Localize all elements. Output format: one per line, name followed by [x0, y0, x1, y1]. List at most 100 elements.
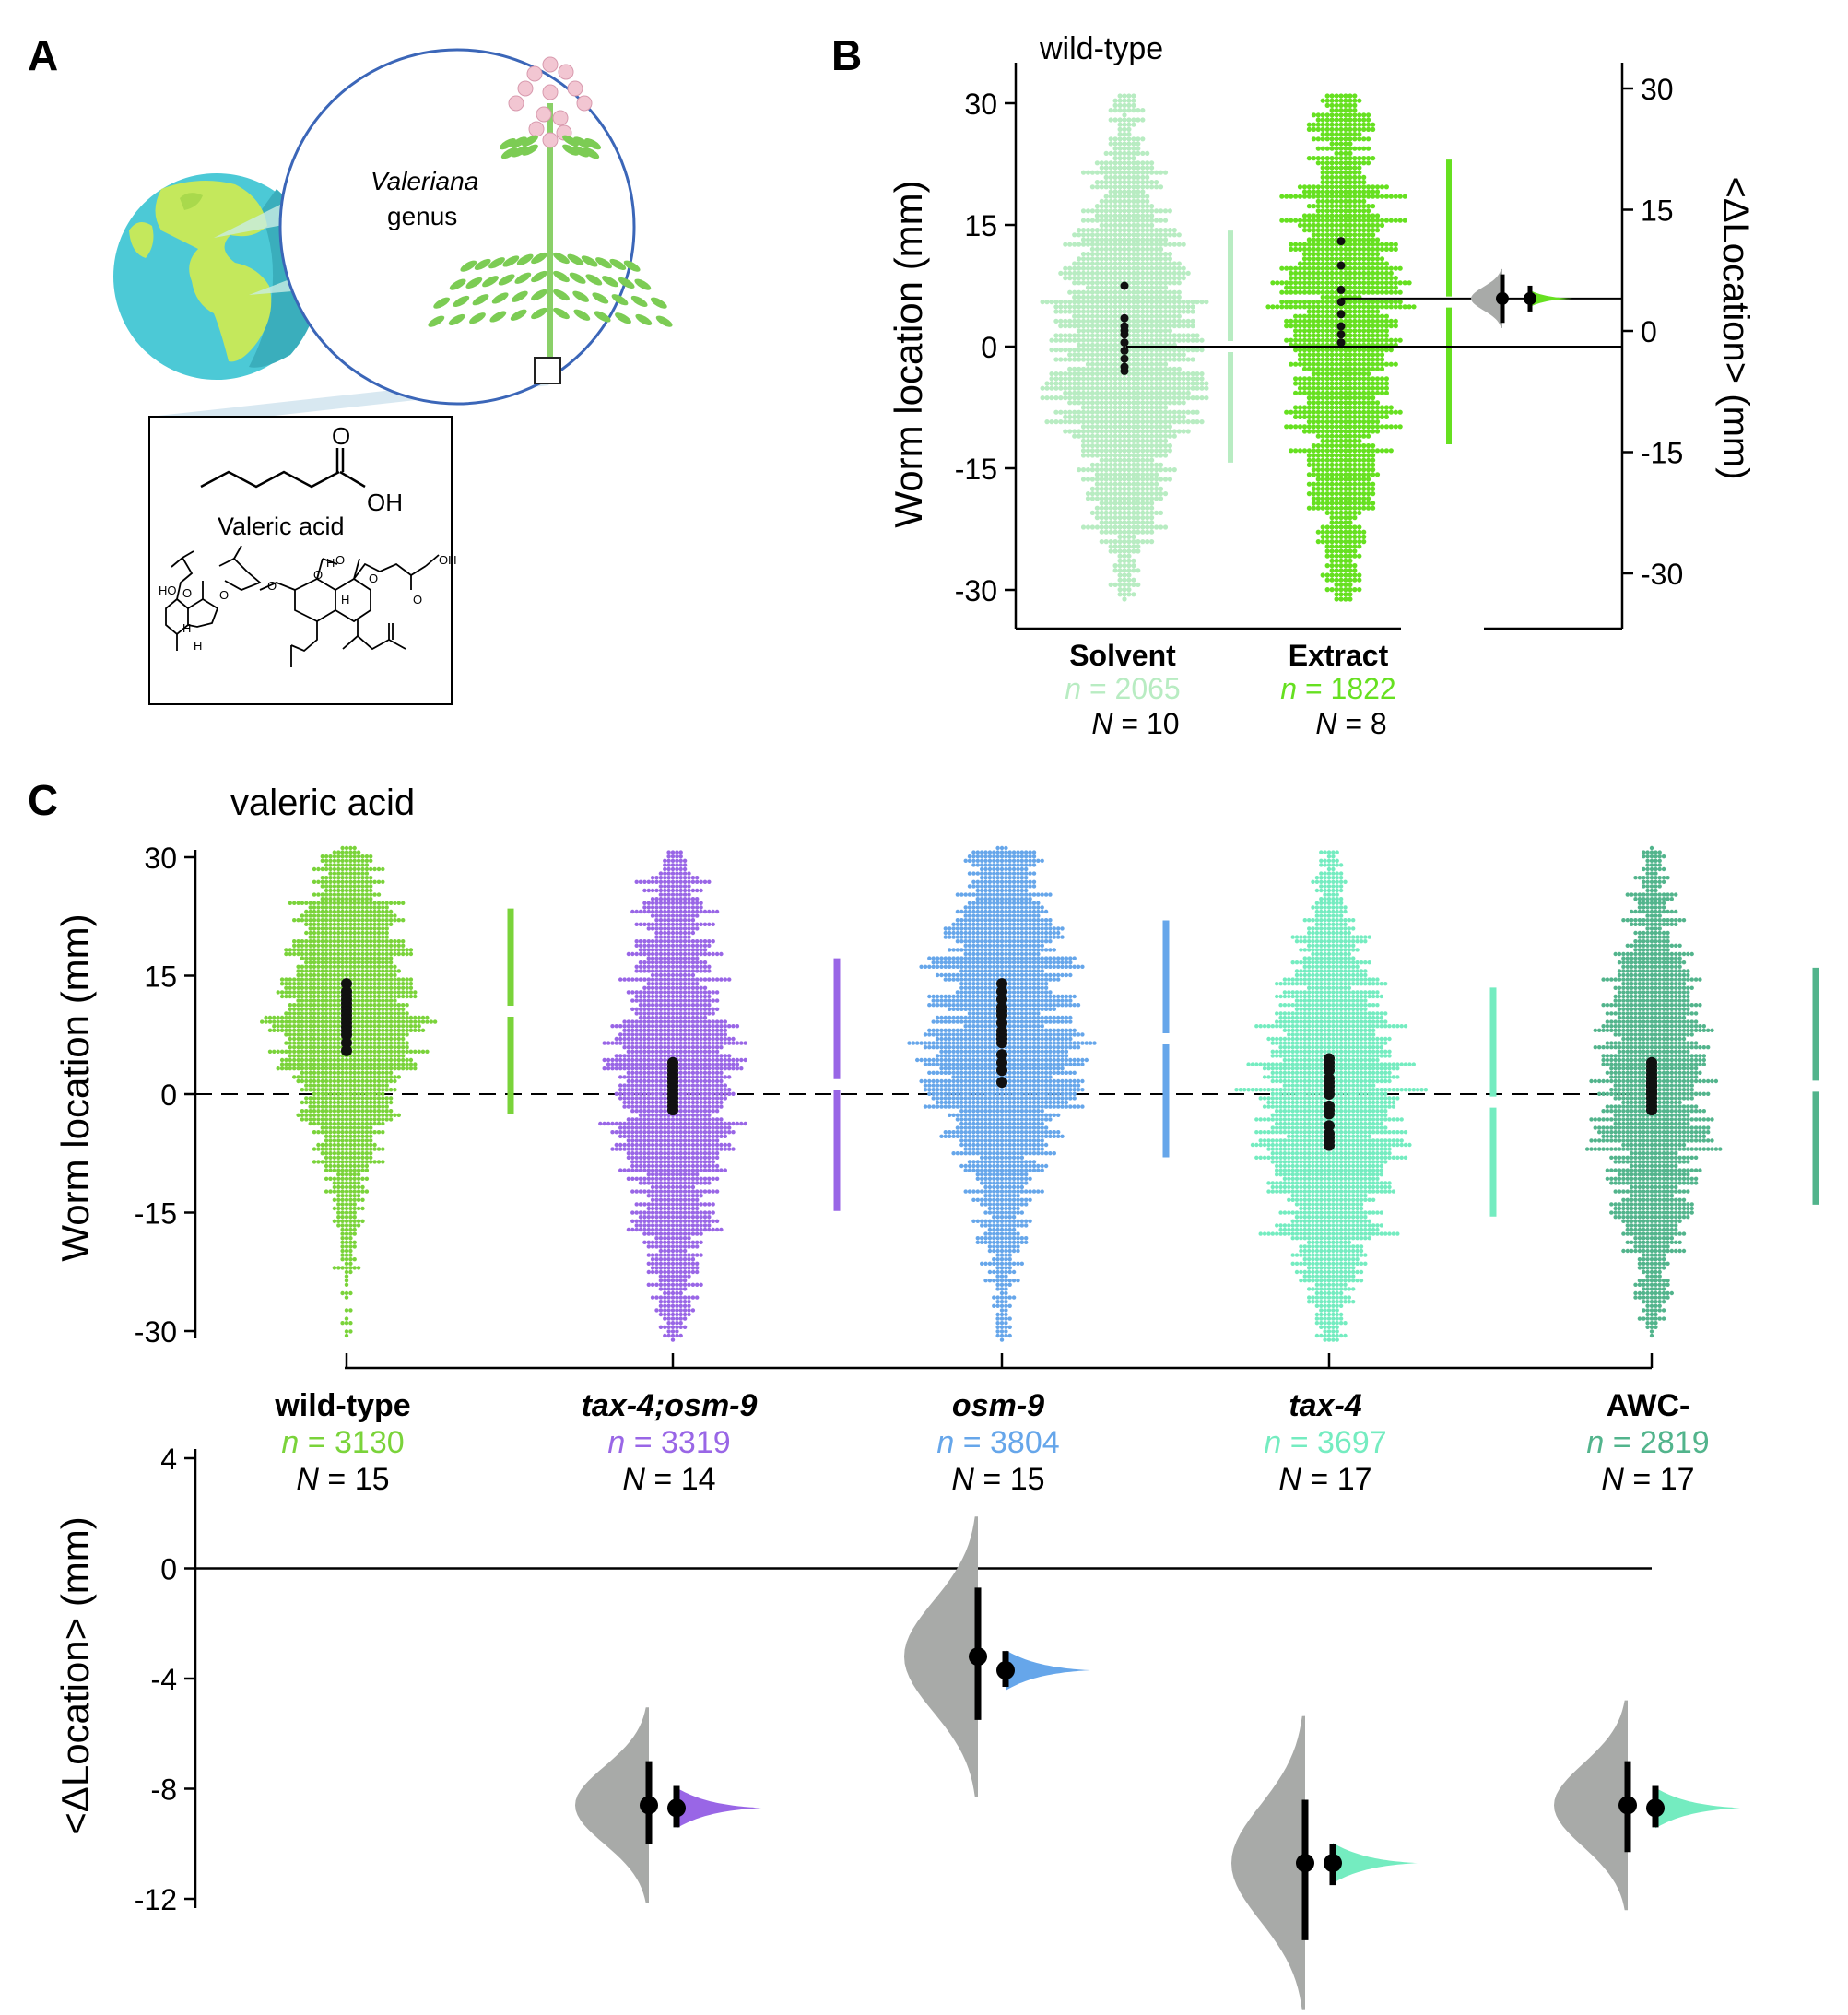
swarm-point	[1343, 491, 1348, 497]
swarm-point	[1162, 424, 1169, 430]
swarm-point	[1126, 309, 1132, 314]
swarm-point	[1072, 395, 1077, 401]
swarm-point	[1058, 395, 1064, 401]
swarm-point	[1145, 496, 1150, 501]
swarm-point	[1315, 252, 1321, 257]
swarm-point	[1352, 395, 1358, 401]
swarm-point	[348, 1160, 353, 1164]
swarm-point	[1103, 472, 1109, 477]
swarm-point	[1338, 539, 1344, 545]
swarm-point	[344, 1091, 349, 1097]
swarm-point	[1089, 414, 1095, 419]
swarm-point	[1374, 366, 1381, 371]
swarm-point	[1329, 453, 1335, 458]
swarm-point	[1145, 429, 1150, 434]
swarm-point	[1379, 242, 1385, 247]
swarm-point	[328, 1075, 333, 1079]
swarm-point	[372, 1019, 377, 1024]
swarm-point	[1154, 313, 1159, 319]
swarm-point	[1284, 300, 1289, 305]
swarm-point	[348, 1184, 353, 1190]
swarm-point	[352, 935, 357, 939]
swarm-point	[1072, 390, 1077, 395]
swarm-point	[1131, 280, 1136, 286]
swarm-point	[1131, 333, 1136, 338]
swarm-point	[1089, 270, 1095, 276]
plant-leaflet	[474, 258, 491, 271]
swarm-point	[369, 969, 373, 973]
swarm-point	[1366, 242, 1371, 247]
swarm-point	[1167, 477, 1172, 482]
swarm-point	[1284, 324, 1289, 329]
swarm-point	[1311, 309, 1316, 314]
swarm-point	[1154, 276, 1159, 281]
swarm-point	[1080, 313, 1087, 319]
swarm-point	[1158, 333, 1164, 338]
swarm-point	[1315, 313, 1321, 319]
swarm-point	[1297, 328, 1303, 334]
swarm-point	[1136, 376, 1141, 382]
swarm-point	[1122, 160, 1127, 166]
swarm-point	[352, 1163, 357, 1169]
swarm-point	[1112, 448, 1118, 454]
swarm-point	[1112, 348, 1118, 353]
swarm-point	[1352, 289, 1358, 295]
swarm-point	[332, 943, 337, 948]
swarm-point	[364, 985, 370, 991]
swarm-point	[1306, 366, 1312, 371]
swarm-point	[1324, 390, 1330, 395]
swarm-point	[1122, 270, 1127, 276]
swarm-point	[352, 876, 357, 880]
swarm-point	[320, 1045, 324, 1050]
swarm-point	[1329, 222, 1335, 228]
swarm-point	[360, 1091, 365, 1097]
swarm-point	[1122, 553, 1127, 559]
swarm-point	[1324, 501, 1330, 506]
swarm-point	[1357, 414, 1362, 419]
swarm-point	[1348, 102, 1353, 108]
swarm-point	[360, 1109, 365, 1114]
swarm-point	[1324, 510, 1330, 516]
swarm-point	[320, 1015, 324, 1020]
swarm-point	[356, 977, 361, 982]
swarm-point	[1366, 443, 1371, 449]
swarm-point	[1103, 294, 1109, 300]
plant-leaflet	[567, 253, 584, 265]
swarm-point	[1117, 294, 1123, 300]
swarm-point	[1077, 395, 1082, 401]
swarm-point	[1366, 486, 1371, 492]
swarm-point	[1343, 174, 1348, 180]
swarm-point	[1077, 318, 1082, 324]
swarm-point	[1112, 548, 1118, 554]
swarm-point	[340, 1134, 345, 1139]
swarm-point	[1361, 261, 1367, 266]
swarm-point	[1117, 592, 1123, 597]
swarm-point	[1374, 385, 1381, 391]
swarm-point	[1099, 395, 1104, 401]
swarm-point	[336, 1117, 341, 1122]
swarm-point	[1131, 337, 1136, 343]
swarm-point	[1149, 324, 1155, 329]
swarm-point	[1176, 265, 1182, 271]
swarm-point	[328, 998, 333, 1003]
swarm-point	[324, 1015, 329, 1020]
swarm-point	[1297, 184, 1303, 190]
swarm-point	[1049, 385, 1054, 391]
swarm-point	[384, 1007, 389, 1012]
swarm-point	[1154, 318, 1159, 324]
swarm-point	[1149, 246, 1155, 252]
swarm-point	[1053, 333, 1059, 338]
swarm-point	[352, 922, 357, 926]
swarm-point	[1162, 376, 1169, 382]
swarm-point	[1136, 150, 1141, 156]
swarm-point	[1149, 462, 1155, 467]
swarm-point	[352, 1078, 357, 1084]
swarm-point	[1361, 285, 1367, 290]
swarm-point	[360, 1083, 365, 1088]
swarm-point	[1348, 376, 1353, 382]
swarm-point	[1131, 529, 1136, 535]
swarm-point	[1145, 453, 1150, 458]
swarm-point	[1334, 189, 1339, 194]
swarm-point	[324, 1041, 329, 1045]
swarm-point	[1080, 348, 1087, 353]
